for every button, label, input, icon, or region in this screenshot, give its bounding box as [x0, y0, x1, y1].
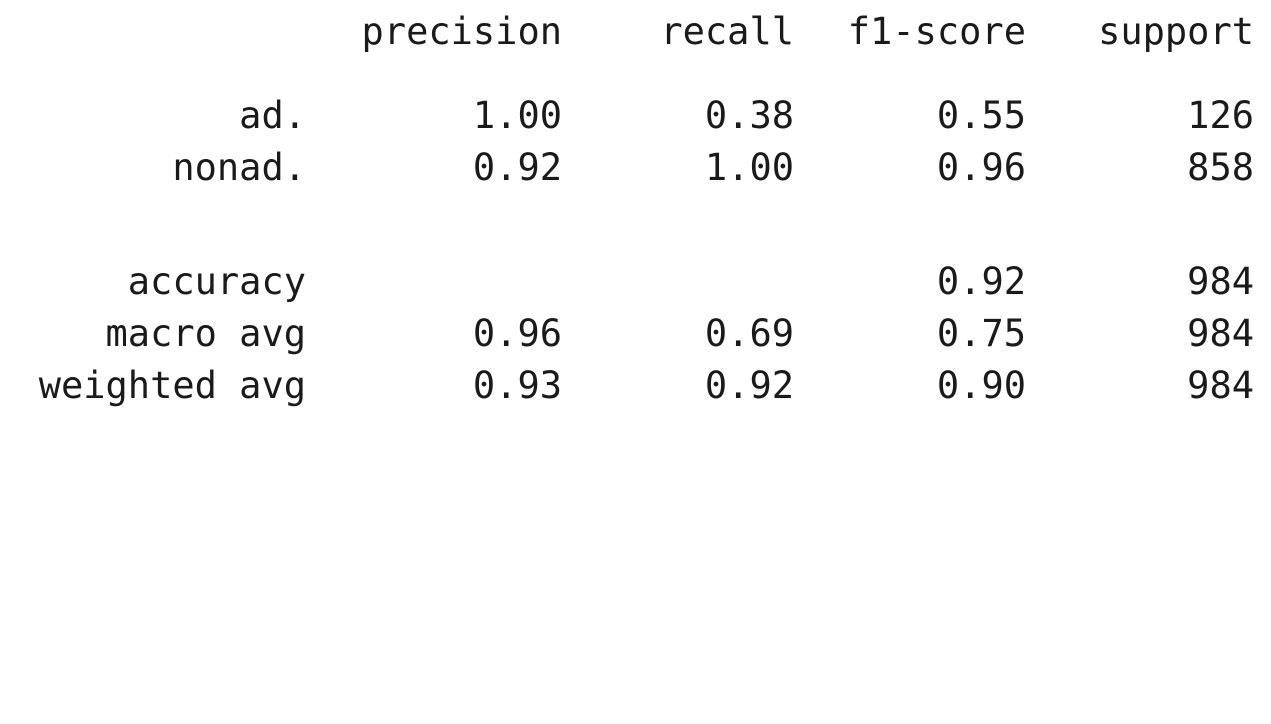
summary-row-accuracy: accuracy 0.92 984 — [0, 256, 1271, 308]
row-support: 858 — [1187, 146, 1254, 189]
row-support: 126 — [1187, 94, 1254, 137]
row-precision: 1.00 — [472, 94, 562, 137]
row-label: accuracy — [127, 260, 306, 303]
row-f1-score: 0.96 — [936, 146, 1026, 189]
row-label: weighted avg — [38, 364, 306, 407]
row-label: ad. — [239, 94, 306, 137]
header-f1-score: f1-score — [847, 10, 1026, 53]
row-recall: 0.69 — [704, 312, 794, 355]
row-recall: 0.38 — [704, 94, 794, 137]
header-precision: precision — [361, 10, 562, 53]
table-row: ad. 1.00 0.38 0.55 126 — [0, 90, 1271, 142]
row-precision: 0.96 — [472, 312, 562, 355]
header-row: precision recall f1-score support — [0, 6, 1271, 58]
classification-report: precision recall f1-score support ad. 1.… — [0, 6, 1271, 412]
summary-row-weighted-avg: weighted avg 0.93 0.92 0.90 984 — [0, 360, 1271, 412]
table-row: nonad. 0.92 1.00 0.96 858 — [0, 142, 1271, 194]
header-recall: recall — [660, 10, 794, 53]
row-support: 984 — [1187, 312, 1254, 355]
row-f1-score: 0.90 — [936, 364, 1026, 407]
row-f1-score: 0.92 — [936, 260, 1026, 303]
row-label: nonad. — [172, 146, 306, 189]
header-support: support — [1098, 10, 1254, 53]
row-recall: 0.92 — [704, 364, 794, 407]
row-f1-score: 0.55 — [936, 94, 1026, 137]
row-recall: 1.00 — [704, 146, 794, 189]
row-label: macro avg — [105, 312, 306, 355]
summary-row-macro-avg: macro avg 0.96 0.69 0.75 984 — [0, 308, 1271, 360]
row-precision: 0.93 — [472, 364, 562, 407]
row-precision: 0.92 — [472, 146, 562, 189]
row-support: 984 — [1187, 260, 1254, 303]
row-f1-score: 0.75 — [936, 312, 1026, 355]
row-support: 984 — [1187, 364, 1254, 407]
